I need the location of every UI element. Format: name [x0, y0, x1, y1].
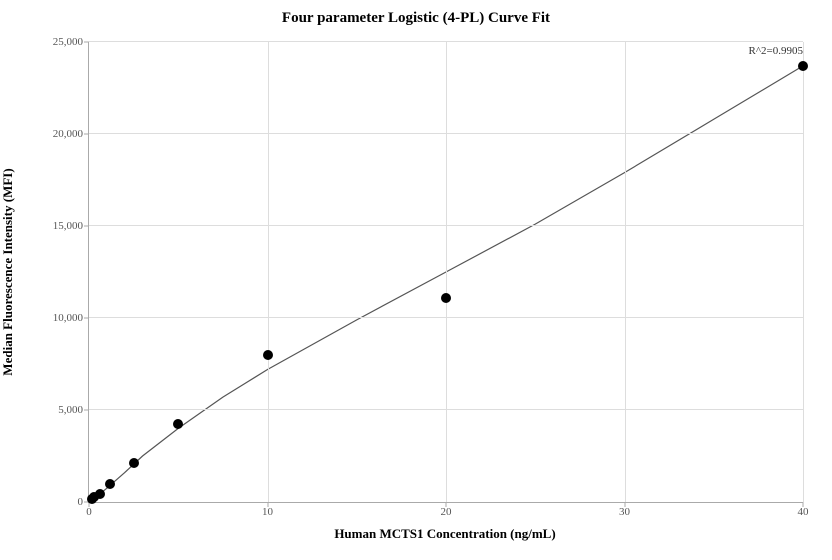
gridline-vertical — [446, 42, 447, 502]
x-tick-label: 20 — [441, 502, 452, 518]
data-point — [173, 419, 183, 429]
r-squared-annotation: R^2=0.9905 — [749, 45, 803, 57]
x-axis-label: Human MCTS1 Concentration (ng/mL) — [334, 526, 555, 542]
data-point — [105, 479, 115, 489]
y-tick-label: 15,000 — [53, 220, 89, 232]
chart-container: Four parameter Logistic (4-PL) Curve Fit… — [0, 0, 832, 560]
x-tick-label: 10 — [262, 502, 273, 518]
y-tick-label: 10,000 — [53, 312, 89, 324]
data-point — [441, 293, 451, 303]
data-point — [129, 458, 139, 468]
y-tick-label: 20,000 — [53, 128, 89, 140]
x-tick-label: 40 — [798, 502, 809, 518]
gridline-vertical — [625, 42, 626, 502]
x-tick-label: 0 — [86, 502, 92, 518]
data-point — [95, 489, 105, 499]
chart-title: Four parameter Logistic (4-PL) Curve Fit — [0, 10, 832, 27]
y-axis-label: Median Fluorescence Intensity (MFI) — [0, 168, 16, 375]
y-tick-label: 25,000 — [53, 36, 89, 48]
data-point — [798, 61, 808, 71]
plot-area: 05,00010,00015,00020,00025,000010203040R… — [88, 42, 803, 503]
gridline-vertical — [268, 42, 269, 502]
data-point — [263, 350, 273, 360]
x-tick-label: 30 — [619, 502, 630, 518]
y-tick-label: 5,000 — [58, 404, 89, 416]
gridline-vertical — [803, 42, 804, 502]
